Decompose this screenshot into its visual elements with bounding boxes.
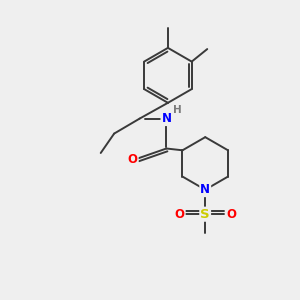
Text: O: O bbox=[226, 208, 236, 221]
Text: N: N bbox=[200, 183, 210, 196]
Text: N: N bbox=[161, 112, 171, 125]
Text: O: O bbox=[128, 153, 138, 167]
Text: S: S bbox=[200, 208, 210, 221]
Text: H: H bbox=[173, 105, 182, 115]
Text: O: O bbox=[175, 208, 184, 221]
